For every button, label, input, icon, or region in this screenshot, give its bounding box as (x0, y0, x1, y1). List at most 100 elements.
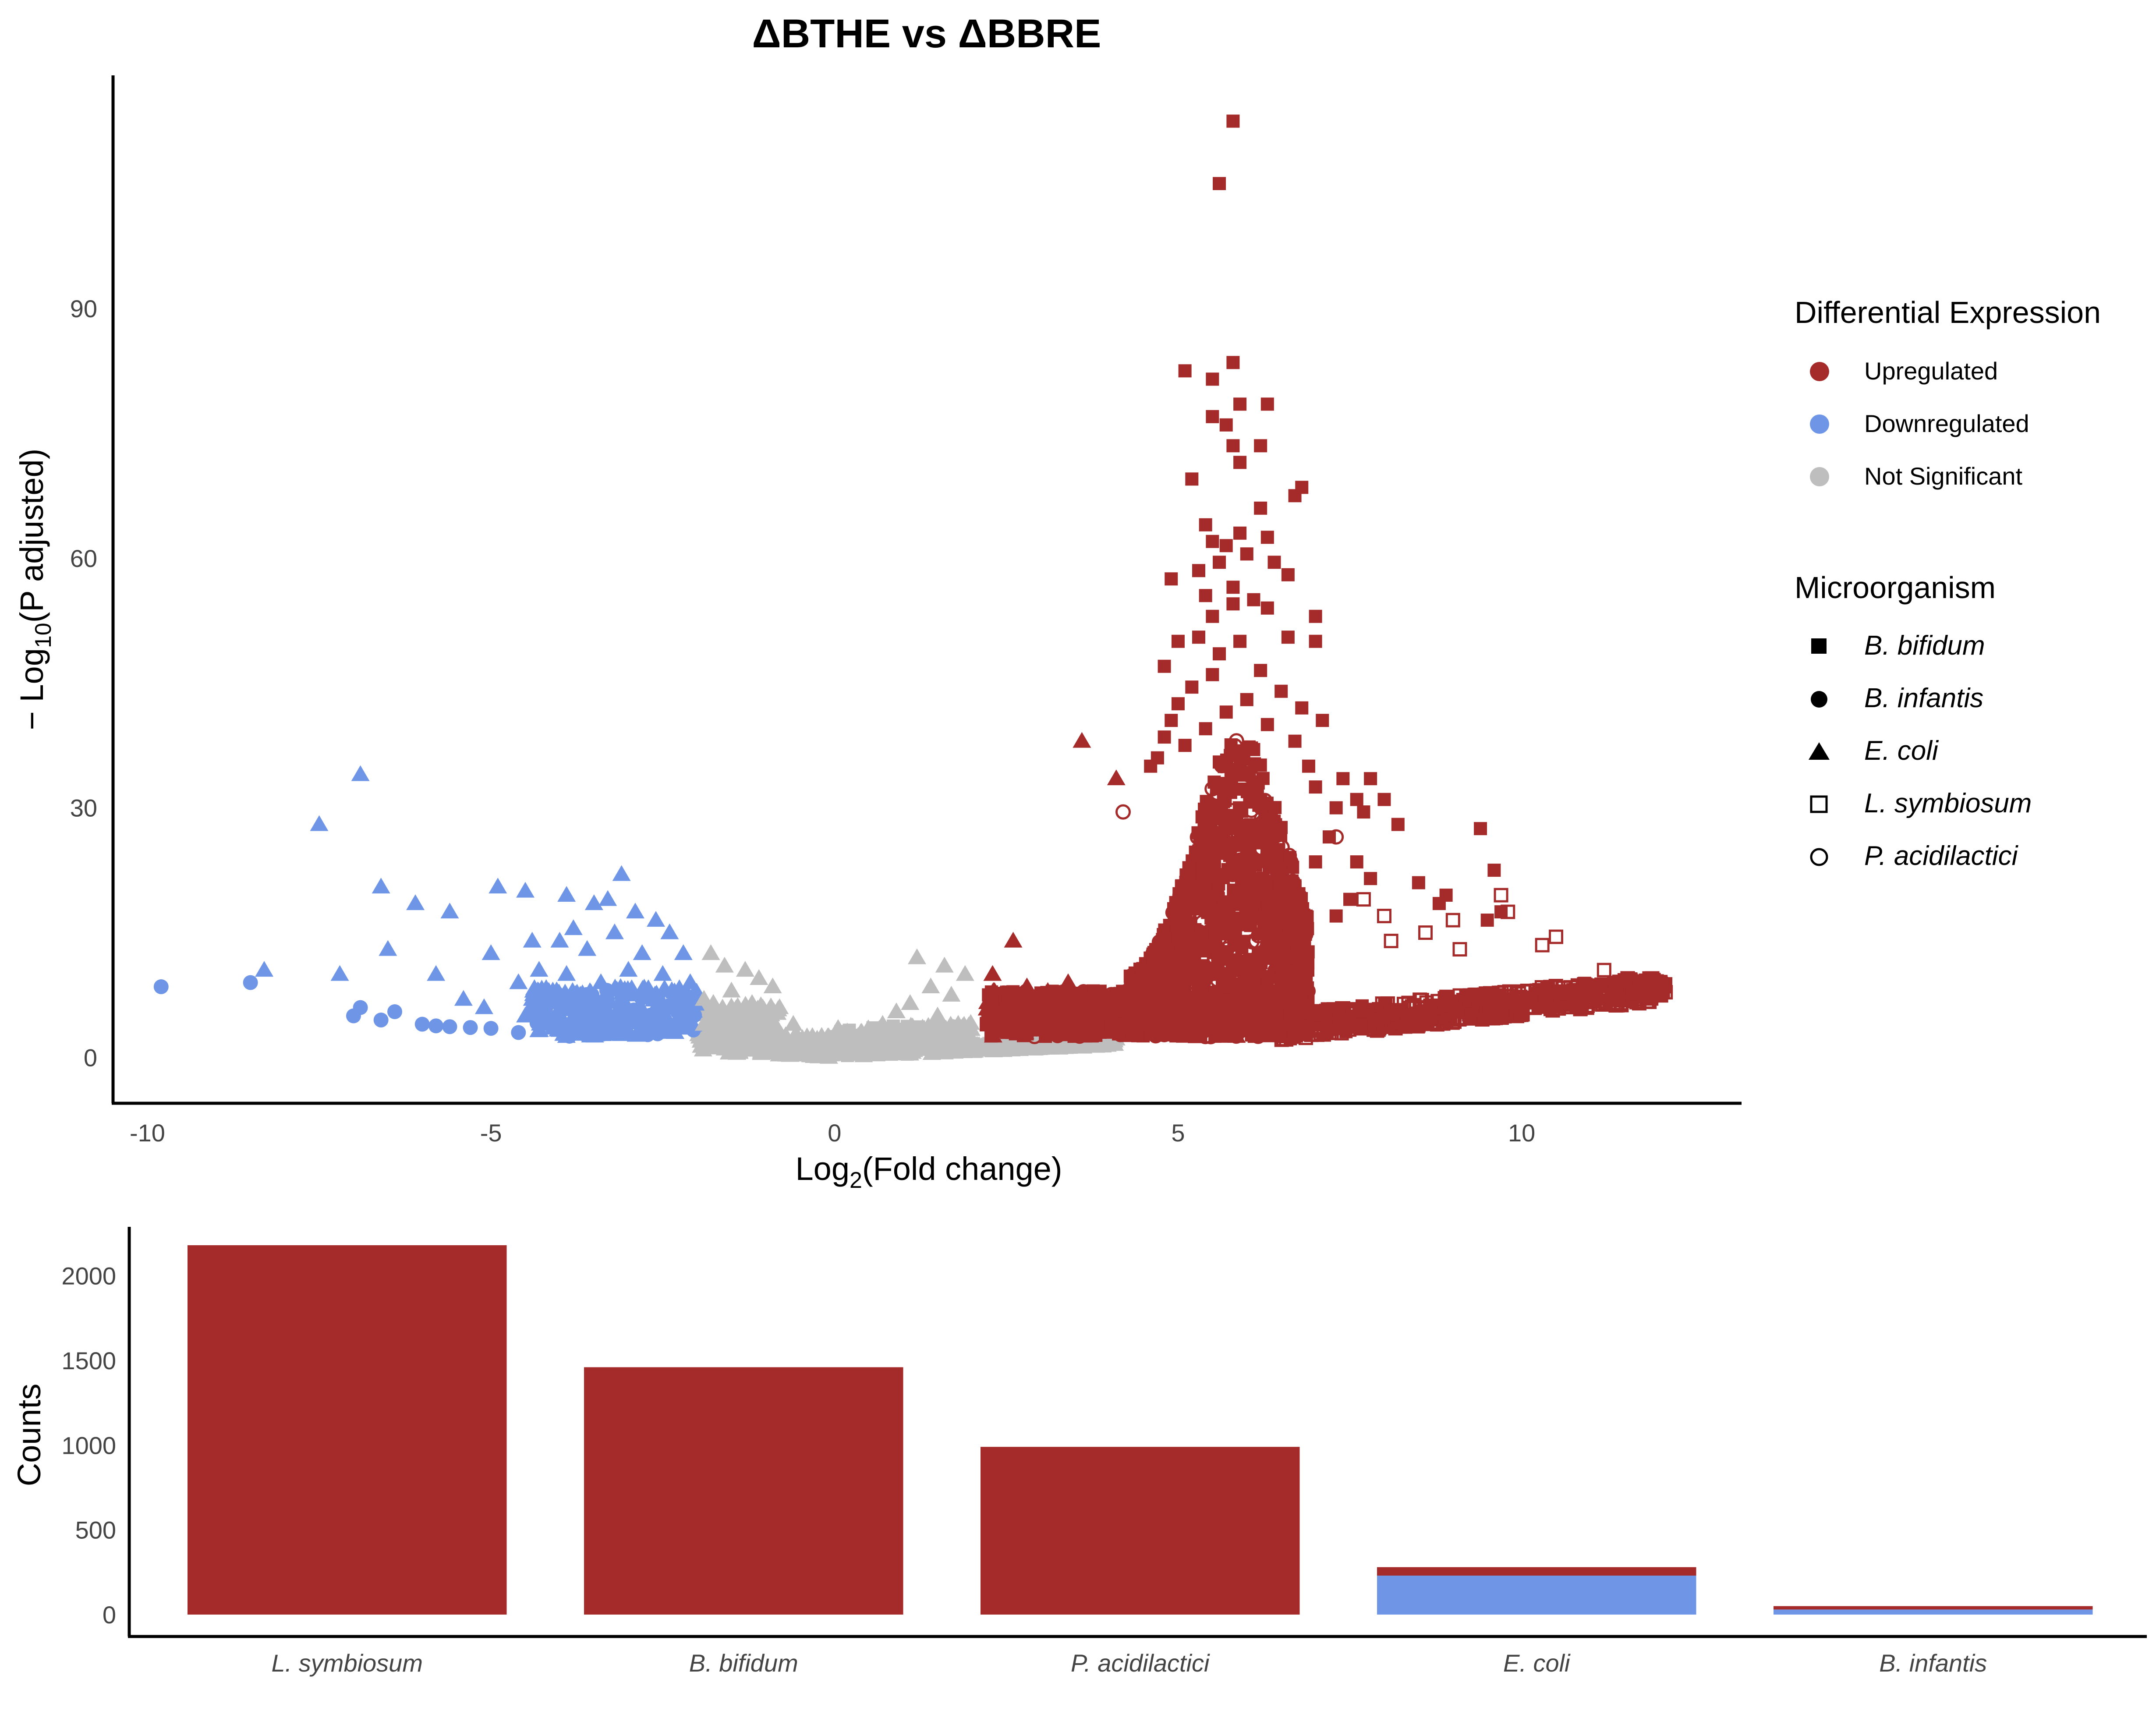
upregulated-point (1165, 714, 1178, 727)
upregulated-point (1206, 535, 1219, 548)
upregulated-point (1229, 814, 1243, 828)
upregulated-point (1158, 659, 1171, 673)
upregulated-point (1200, 795, 1213, 808)
downregulated-point (442, 1019, 457, 1034)
upregulated-point (1165, 572, 1178, 586)
upregulated-point (1179, 985, 1195, 1001)
upregulated-point (1218, 822, 1232, 835)
downregulated-point (571, 1021, 590, 1038)
ns-point (873, 1015, 892, 1031)
upregulated-point (1301, 963, 1315, 977)
upregulated-point (1252, 798, 1266, 812)
ns-point (694, 990, 713, 1006)
upregulated-point (1206, 609, 1219, 623)
upregulated-point (1217, 795, 1230, 808)
upregulated-point (1199, 589, 1212, 602)
ns-point (929, 1035, 948, 1051)
upregulated-point (1197, 1018, 1211, 1031)
upregulated-point (1262, 915, 1275, 928)
upregulated-point (1445, 913, 1460, 928)
downregulated-point (598, 1015, 617, 1031)
downregulated-point (647, 911, 665, 927)
upregulated-point (1512, 986, 1526, 1001)
ns-point (956, 965, 974, 981)
legend-title: Microorganism (1795, 570, 1996, 605)
upregulated-point (1309, 609, 1322, 623)
upregulated-point (1213, 755, 1226, 769)
downregulated-point (557, 886, 576, 902)
bar-segment-up (1377, 1567, 1696, 1576)
upregulated-point (1453, 994, 1468, 1009)
upregulated-point (1412, 876, 1425, 889)
upregulated-point (1328, 829, 1344, 845)
upregulated-point (1002, 998, 1021, 1014)
upregulated-point (1147, 1013, 1161, 1026)
downregulated-point (660, 923, 679, 939)
upregulated-point (1350, 855, 1363, 869)
upregulated-point (1006, 988, 1020, 1002)
upregulated-point (1224, 769, 1238, 782)
downregulated-point (584, 998, 603, 1014)
downregulated-point (584, 894, 603, 910)
upregulated-point (1253, 758, 1267, 772)
downregulated-point (406, 894, 425, 910)
y-tick-labels: 0 30 60 90 (70, 295, 97, 1072)
ns-point (798, 1027, 817, 1044)
downregulated-point (626, 903, 644, 919)
upregulated-point (1254, 501, 1267, 515)
downregulated-point (598, 890, 617, 906)
upregulated-point (1182, 861, 1196, 875)
downregulated-point (330, 965, 349, 981)
upregulated-point (1487, 864, 1501, 877)
ns-point (974, 1040, 993, 1056)
ns-point (743, 1030, 762, 1046)
upregulated-point (1510, 1000, 1523, 1014)
filled-triangle-marker (1809, 742, 1830, 760)
legend-label: B. infantis (1864, 683, 1983, 713)
upregulated-point (1233, 634, 1247, 648)
ns-point (864, 1044, 882, 1060)
downregulated-point (557, 965, 576, 981)
bars (188, 1245, 2093, 1615)
upregulated-point (1104, 1017, 1118, 1031)
downregulated-point (489, 878, 507, 894)
upregulated-point (1233, 397, 1247, 411)
legend-item-downregulated: Downregulated (1810, 410, 2029, 437)
bar-y-tick-label: 1000 (61, 1431, 116, 1459)
upregulated-point (1350, 793, 1363, 806)
bar-x-tick-label: P. acidilactici (1071, 1649, 1210, 1677)
downregulated-point (564, 1006, 583, 1023)
upregulated-point (1212, 877, 1225, 891)
ns-point (784, 1015, 803, 1031)
downregulated-point (591, 973, 610, 989)
ns-point (832, 1042, 850, 1059)
downregulated-point (537, 998, 556, 1014)
upregulated-point (1020, 990, 1038, 1006)
downregulated-point (640, 981, 658, 998)
upregulated-point (1295, 701, 1309, 715)
legend-item-b-bifidum: B. bifidum (1811, 630, 1985, 661)
upregulated-point (1243, 954, 1257, 967)
downregulated-point (351, 765, 370, 781)
upregulated-point (1211, 943, 1225, 957)
upregulated-point (1421, 1009, 1436, 1024)
bar-segment-up (1774, 1606, 2093, 1610)
downregulated-point (387, 1004, 403, 1020)
ns-point (750, 969, 768, 985)
upregulated-point (1219, 539, 1233, 553)
x-tick-label: 0 (828, 1119, 841, 1147)
upregulated-point (1312, 1008, 1327, 1023)
ns-point (752, 1017, 771, 1033)
upregulated-point (1247, 743, 1260, 756)
legend-label: P. acidilactici (1864, 841, 2019, 871)
bar-x-tick-label: B. bifidum (689, 1649, 798, 1677)
ns-point (947, 1027, 966, 1044)
upregulated-point (1596, 978, 1611, 992)
upregulated-point (1535, 938, 1550, 953)
upregulated-point (1348, 1020, 1362, 1033)
upregulated-point (1237, 918, 1250, 932)
bar-chart: 0 500 1000 1500 2000 L. symbiosum B. bifidum P… (11, 1227, 2147, 1677)
upregulated-point (984, 1027, 1002, 1043)
upregulated-point (1195, 868, 1209, 882)
upregulated-point (1199, 722, 1212, 736)
